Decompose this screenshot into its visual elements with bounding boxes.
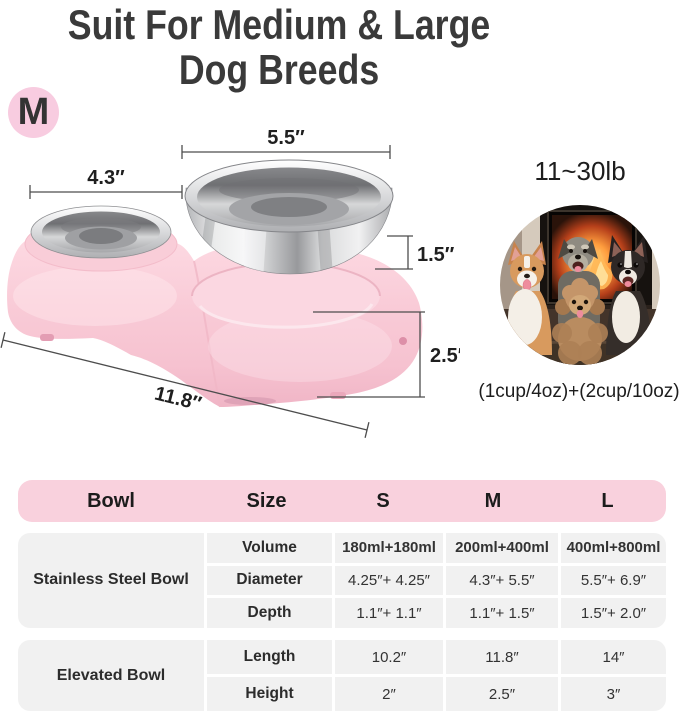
header-bowl: Bowl <box>87 489 135 512</box>
stand-foot <box>330 392 346 399</box>
spec-table-header: Bowl Size S M L <box>18 480 666 522</box>
value-m: 200ml+400ml <box>446 533 558 563</box>
value-m: 2.5″ <box>446 677 558 711</box>
title-line-2: Dog Breeds <box>178 46 380 93</box>
dim-label-bowl-height: 1.5″ <box>417 244 455 266</box>
value-s: 10.2″ <box>335 640 443 674</box>
page-title: Suit For Medium & Large Dog Breeds <box>42 2 516 92</box>
dim-label-large-diameter: 5.5″ <box>267 128 305 149</box>
row-name: Volume <box>207 533 332 563</box>
value-l: 400ml+800ml <box>561 533 666 563</box>
value-s: 4.25″+ 4.25″ <box>335 565 443 596</box>
row-name: Height <box>207 677 332 711</box>
header-size-m: M <box>484 489 502 512</box>
group-label: Stainless Steel Bowl <box>18 533 204 628</box>
value-l: 3″ <box>561 677 666 711</box>
large-steel-bowl <box>184 159 394 275</box>
spec-table-group-stainless: Stainless Steel Bowl Volume 180ml+180ml … <box>18 533 666 628</box>
row-name: Diameter <box>207 565 332 596</box>
title-line-1: Suit For Medium & Large <box>67 1 491 48</box>
value-s: 180ml+180ml <box>335 533 443 563</box>
value-s: 1.1″+ 1.1″ <box>335 598 443 628</box>
weight-range: 11~30lb <box>534 156 626 186</box>
stand-notch <box>399 337 407 345</box>
row-name: Depth <box>207 598 332 628</box>
row-name: Length <box>207 640 332 674</box>
stand-foot <box>40 334 54 341</box>
dim-label-small-diameter: 4.3″ <box>87 167 125 189</box>
poodle-dog <box>552 278 608 365</box>
header-size-s: S <box>376 489 390 512</box>
value-l: 14″ <box>561 640 666 674</box>
value-m: 1.1″+ 1.5″ <box>446 598 558 628</box>
value-m: 11.8″ <box>446 640 558 674</box>
small-steel-bowl <box>30 205 172 259</box>
group-label: Elevated Bowl <box>18 640 204 711</box>
value-l: 1.5″+ 2.0″ <box>561 598 666 628</box>
dim-label-stand-height: 2.5″ <box>430 345 460 367</box>
capacity-text: (1cup/4oz)+(2cup/10oz) <box>478 381 679 402</box>
size-badge: M <box>8 87 59 138</box>
dogs-photo <box>500 205 660 365</box>
size-badge-letter: M <box>17 91 50 133</box>
header-size: Size <box>246 489 287 512</box>
header-size-l: L <box>601 489 614 512</box>
value-l: 5.5″+ 6.9″ <box>561 565 666 596</box>
double-bowl-stand <box>7 216 423 408</box>
boston-terrier-dog <box>606 235 652 355</box>
value-s: 2″ <box>335 677 443 711</box>
product-diagram: 5.5″ 4.3″ 1.5″ 2.5″ 11.8″ <box>0 128 460 438</box>
dimension-lines <box>0 145 425 438</box>
spec-table-group-elevated: Elevated Bowl Length 10.2″ 11.8″ 14″ Hei… <box>18 640 666 711</box>
value-m: 4.3″+ 5.5″ <box>446 565 558 596</box>
